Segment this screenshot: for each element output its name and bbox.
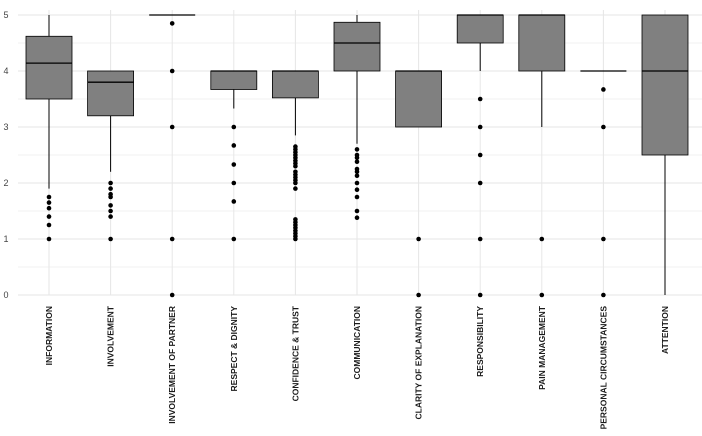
- outlier-point: [539, 292, 545, 298]
- y-tick-label: 2: [3, 178, 8, 188]
- x-tick-label: RESPONSIBILITY: [475, 306, 485, 377]
- outlier-point: [169, 68, 175, 74]
- outlier-point: [108, 208, 113, 214]
- outlier-point: [354, 159, 360, 165]
- outlier-point: [169, 124, 175, 130]
- box-iqr: [87, 70, 134, 117]
- outlier-point: [601, 292, 606, 298]
- box-iqr: [456, 14, 504, 44]
- outlier-point: [539, 236, 545, 242]
- outlier-point: [46, 214, 52, 219]
- outlier-point: [169, 236, 175, 242]
- box-group: [333, 15, 381, 221]
- outlier-point: [231, 180, 237, 186]
- outlier-point: [477, 236, 483, 242]
- outlier-point: [354, 166, 360, 172]
- outlier-point: [293, 217, 298, 222]
- outlier-point: [46, 236, 52, 242]
- y-tick-label: 0: [3, 290, 8, 300]
- box-iqr: [395, 70, 443, 128]
- outlier-point: [231, 124, 237, 130]
- box-group: [641, 14, 689, 295]
- outlier-point: [354, 194, 360, 200]
- outlier-point: [477, 96, 483, 102]
- x-tick-label: INFORMATION: [44, 306, 54, 365]
- outlier-point: [354, 147, 360, 152]
- outlier-point: [354, 215, 360, 221]
- outlier-point: [416, 292, 421, 298]
- x-tick-label: PAIN MANAGEMENT: [537, 305, 547, 390]
- outlier-point: [46, 194, 52, 200]
- x-tick-label: CONFIDENCE & TRUST: [290, 305, 300, 401]
- box-group: [456, 14, 504, 298]
- box-iqr: [210, 70, 258, 90]
- outlier-point: [46, 200, 52, 205]
- x-axis: INFORMATION INVOLVEMENT INVOLVEMENT OF PAR…: [44, 305, 670, 429]
- box-iqr: [518, 14, 566, 72]
- outlier-point: [354, 180, 360, 186]
- boxes: [25, 14, 689, 298]
- outlier-point: [601, 236, 606, 242]
- outlier-point: [108, 214, 113, 219]
- y-tick-label: 1: [3, 234, 8, 244]
- box-iqr: [25, 35, 73, 100]
- outlier-point: [231, 199, 237, 204]
- box-group: [518, 14, 566, 298]
- outlier-point: [477, 152, 483, 158]
- y-tick-label: 3: [3, 122, 8, 132]
- outlier-point: [354, 152, 360, 158]
- outlier-point: [108, 191, 113, 197]
- outlier-point: [354, 208, 360, 214]
- outlier-point: [293, 144, 298, 149]
- box-group: [271, 70, 319, 242]
- outlier-point: [416, 236, 421, 242]
- outlier-point: [169, 21, 175, 26]
- outlier-point: [231, 236, 237, 242]
- outlier-point: [477, 124, 483, 130]
- x-tick-label: INVOLVEMENT OF PARTNER: [167, 306, 177, 424]
- outlier-point: [354, 187, 360, 193]
- outlier-point: [108, 186, 113, 191]
- outlier-point: [46, 222, 52, 228]
- y-axis: 0 1 2 3 4 5: [3, 10, 8, 300]
- x-tick-label: ATTENTION: [660, 306, 670, 354]
- box-group: [149, 14, 196, 298]
- outlier-point: [108, 203, 113, 208]
- x-tick-label: INVOLVEMENT: [106, 305, 116, 367]
- y-tick-label: 5: [3, 10, 8, 20]
- box-iqr: [641, 14, 689, 156]
- outlier-point: [231, 162, 237, 167]
- outlier-point: [46, 205, 52, 211]
- outlier-point: [293, 186, 298, 191]
- outlier-point: [601, 87, 606, 92]
- box-iqr: [271, 70, 319, 99]
- outlier-point: [108, 236, 113, 242]
- outlier-point: [293, 169, 298, 175]
- outlier-point: [354, 173, 360, 179]
- x-tick-label: RESPECT & DIGNITY: [229, 306, 239, 392]
- outlier-point: [601, 124, 606, 130]
- x-tick-label: PERSONAL CIRCUMSTANCES: [598, 306, 608, 430]
- outlier-point: [477, 292, 483, 298]
- box-group: [580, 70, 627, 298]
- box-group: [395, 70, 443, 298]
- y-tick-label: 4: [3, 66, 8, 76]
- box-group: [25, 15, 73, 242]
- box-iqr: [333, 21, 381, 72]
- outlier-point: [169, 292, 175, 298]
- box-group: [210, 70, 258, 242]
- box-group: [87, 70, 134, 242]
- x-tick-label: CLARITY OF EXPLANATION: [414, 306, 424, 420]
- outlier-point: [231, 143, 237, 148]
- outlier-point: [108, 180, 113, 186]
- outlier-point: [477, 180, 483, 186]
- x-tick-label: COMMUNICATION: [352, 306, 362, 380]
